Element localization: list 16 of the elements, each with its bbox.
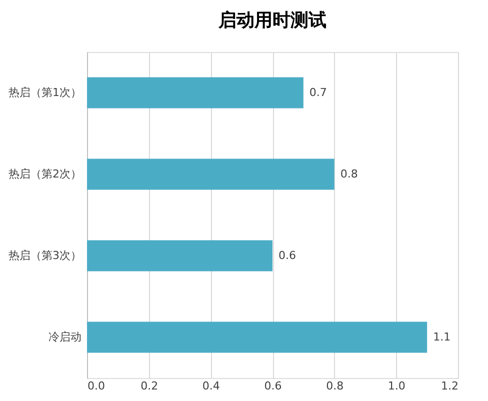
- x-tick-label: 0.8: [326, 380, 344, 392]
- x-tick-label: 0.0: [88, 380, 105, 392]
- x-tick-label: 0.4: [202, 380, 220, 392]
- x-tick-label: 0.2: [140, 380, 158, 392]
- y-tick-label: 热启（第3次）: [8, 248, 82, 262]
- x-tick-label: 1.2: [441, 380, 458, 392]
- data-label: 0.7: [309, 86, 327, 99]
- y-tick-label: 热启（第2次）: [8, 167, 82, 180]
- y-tick-label: 冷启动: [48, 330, 82, 344]
- data-label: 1.1: [433, 330, 451, 344]
- x-tick-label: 1.0: [388, 380, 406, 392]
- chart-title: 启动用时测试: [218, 10, 326, 31]
- y-tick-label: 热启（第1次）: [8, 86, 82, 99]
- data-label: 0.6: [278, 248, 296, 262]
- x-tick-label: 0.6: [264, 380, 282, 392]
- data-label: 0.8: [340, 167, 358, 180]
